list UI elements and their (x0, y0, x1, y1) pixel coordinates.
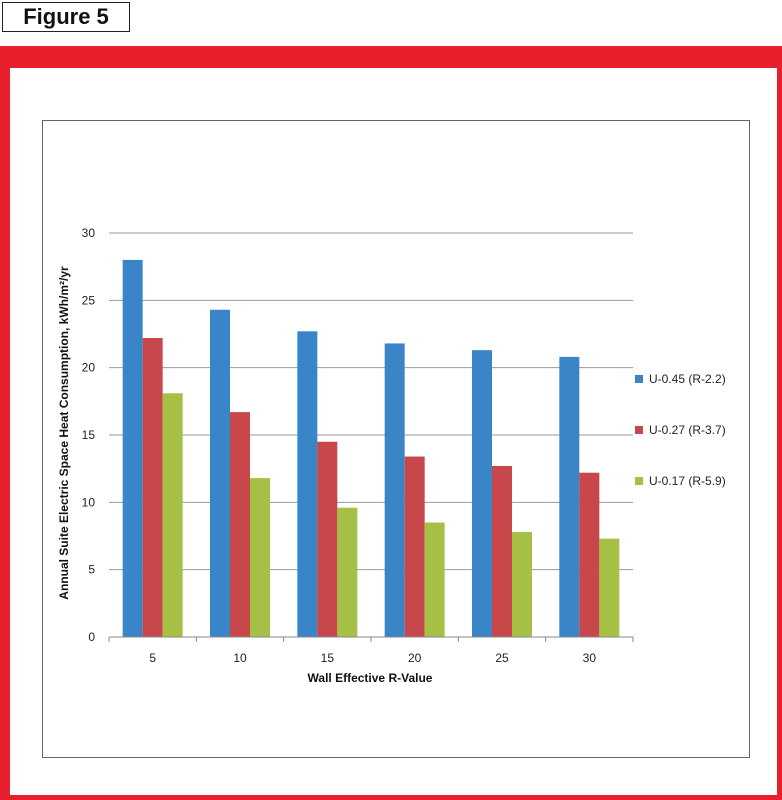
figure-label: Figure 5 (2, 2, 130, 32)
y-tick-label: 20 (82, 361, 96, 375)
y-tick-label: 5 (88, 563, 95, 577)
bar (384, 343, 405, 637)
bar (317, 441, 338, 637)
bar (210, 309, 230, 637)
bar (559, 356, 580, 637)
x-tick-label: 15 (321, 651, 335, 665)
bar (472, 350, 492, 637)
y-tick-label: 25 (82, 293, 96, 307)
bar (492, 465, 512, 637)
chart-container: 0 5 10 15 20 25 30 5 10 15 20 25 30 Wall Effective … (42, 120, 750, 758)
gridlines (109, 232, 633, 571)
bar (579, 472, 600, 637)
y-tick-label: 0 (88, 630, 95, 644)
y-tick-label: 30 (82, 226, 96, 240)
bar (142, 338, 163, 637)
legend-label: U-0.27 (R-3.7) (649, 423, 726, 437)
y-tick-label: 10 (82, 495, 96, 509)
bars (122, 259, 620, 637)
x-tick-label: 25 (495, 651, 509, 665)
x-tick-labels: 5 10 15 20 25 30 (149, 651, 596, 665)
x-tick-label: 5 (149, 651, 156, 665)
legend-swatch (635, 426, 643, 434)
bar-chart: 0 5 10 15 20 25 30 5 10 15 20 25 30 Wall Effective … (57, 226, 726, 685)
bar (512, 531, 532, 637)
x-tick-label: 20 (408, 651, 422, 665)
bar (230, 412, 250, 637)
bar (599, 538, 620, 637)
red-header-band (0, 46, 782, 68)
bar (424, 522, 445, 637)
legend-label: U-0.45 (R-2.2) (649, 372, 726, 386)
red-frame (0, 68, 782, 800)
y-tick-label: 15 (82, 428, 96, 442)
legend-label: U-0.17 (R-5.9) (649, 474, 726, 488)
axes (108, 636, 634, 642)
legend-swatch (635, 375, 643, 383)
bar (162, 393, 183, 637)
bar (250, 478, 270, 637)
y-axis-title: Annual Suite Electric Space Heat Consump… (57, 266, 71, 600)
legend: U-0.45 (R-2.2) U-0.27 (R-3.7) U-0.17 (R-5.… (635, 372, 726, 488)
bar (297, 331, 318, 637)
x-tick-label: 30 (583, 651, 597, 665)
legend-swatch (635, 477, 643, 485)
y-tick-labels: 0 5 10 15 20 25 30 (82, 226, 96, 644)
bar (337, 507, 358, 637)
bar (122, 259, 143, 637)
x-axis-title: Wall Effective R-Value (308, 671, 433, 685)
x-tick-label: 10 (233, 651, 247, 665)
bar (404, 456, 425, 637)
